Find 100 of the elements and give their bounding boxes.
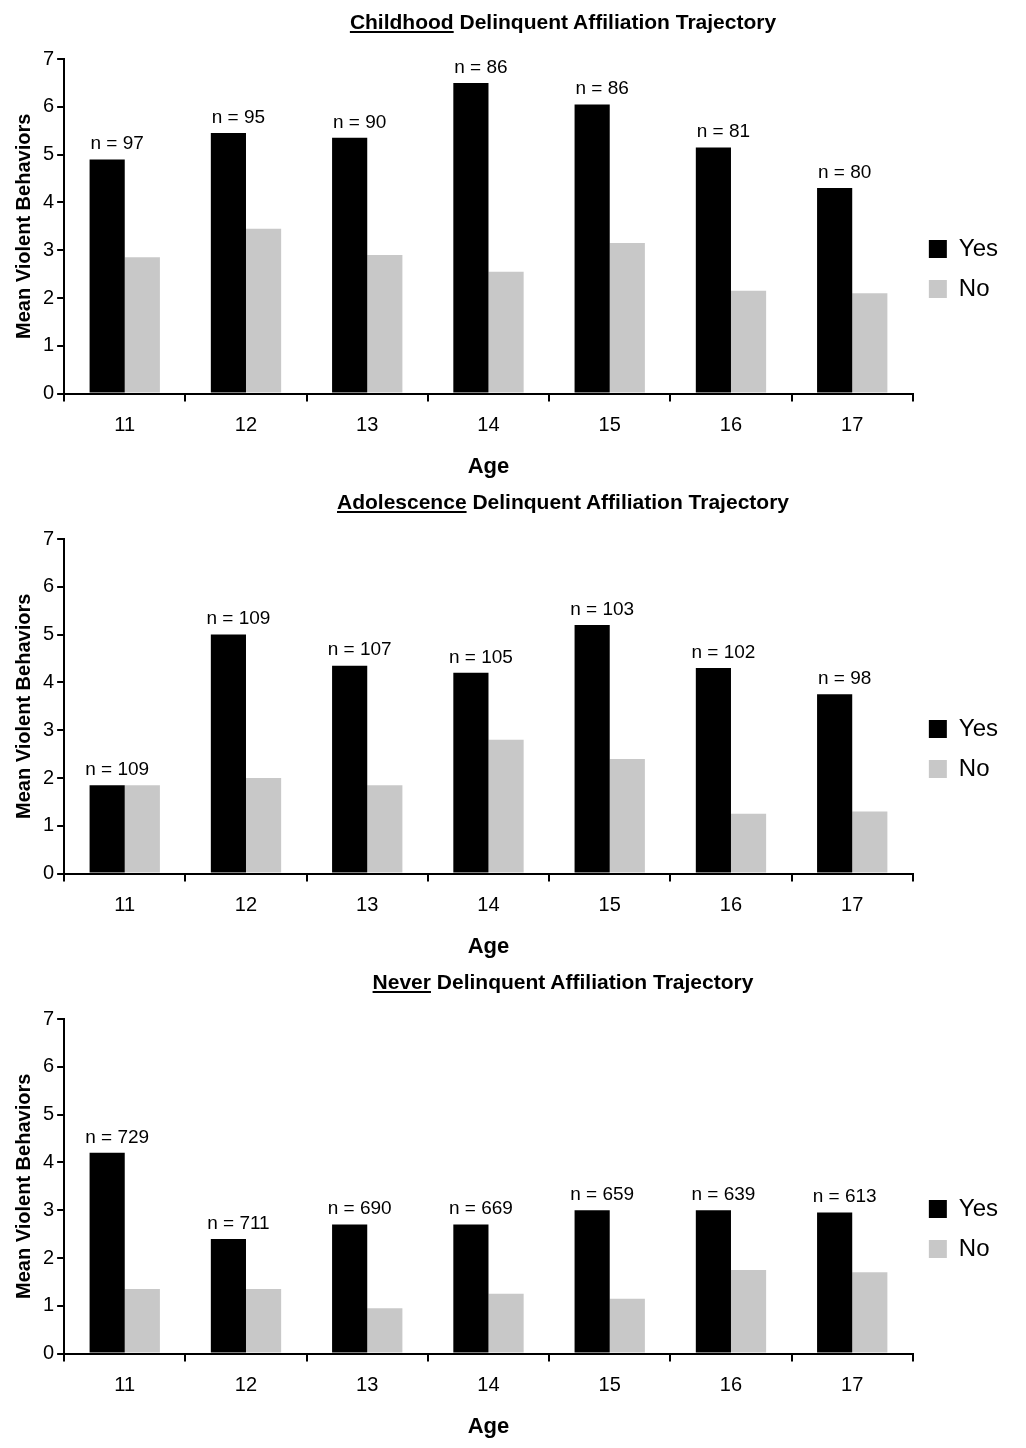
x-tick-label: 12 <box>234 893 258 916</box>
chart-title: Adolescence Delinquent Affiliation Trajectory <box>336 489 790 515</box>
y-tick-label: 5 <box>43 1102 55 1125</box>
annotation: n = 109 <box>206 607 271 629</box>
y-tick-label: 2 <box>43 1245 55 1268</box>
annotation: n = 81 <box>696 120 751 142</box>
x-tick-label: 12 <box>234 1373 258 1396</box>
y-tick-label: 1 <box>43 1293 55 1316</box>
y-tick-label: 5 <box>43 622 55 645</box>
bar <box>609 758 645 873</box>
legend-label: Yes <box>958 233 998 261</box>
y-tick-label: 2 <box>43 285 55 308</box>
x-tick-label: 15 <box>598 893 621 916</box>
y-tick-label: 6 <box>43 574 55 597</box>
annotation: n = 97 <box>90 132 144 154</box>
bar <box>852 1272 888 1353</box>
annotation: n = 98 <box>817 667 872 689</box>
bar <box>730 813 767 873</box>
annotation: n = 109 <box>85 757 150 779</box>
annotation: n = 690 <box>327 1197 392 1219</box>
y-tick-label: 6 <box>43 94 55 117</box>
bar <box>124 1289 160 1353</box>
annotation: n = 613 <box>812 1185 877 1207</box>
legend-label: Yes <box>958 1193 998 1221</box>
x-tick-label: 14 <box>477 1373 500 1396</box>
chart-title: Childhood Delinquent Affiliation Trajectory <box>348 9 778 35</box>
bar <box>609 1298 645 1353</box>
x-tick-label: 16 <box>719 413 743 436</box>
y-tick-label: 1 <box>43 333 55 356</box>
y-tick-label: 3 <box>43 717 55 740</box>
annotation: n = 86 <box>454 55 508 77</box>
y-tick-label: 0 <box>43 861 55 884</box>
bar <box>852 293 888 393</box>
y-tick-label: 7 <box>43 1006 55 1029</box>
bar <box>367 785 403 873</box>
y-tick-label: 7 <box>43 526 55 549</box>
bar <box>245 228 282 393</box>
x-tick-label: 12 <box>234 413 258 436</box>
x-tick-label: 17 <box>841 1373 864 1396</box>
x-tick-label: 14 <box>477 413 500 436</box>
bar <box>245 1289 282 1353</box>
annotation: n = 102 <box>691 640 756 662</box>
bar <box>488 271 524 393</box>
x-tick-label: 17 <box>841 413 864 436</box>
x-tick-label: 13 <box>356 413 379 436</box>
annotation: n = 105 <box>448 645 513 667</box>
y-tick-label: 4 <box>43 189 55 212</box>
annotation: n = 729 <box>85 1125 150 1147</box>
x-tick-label: 16 <box>719 893 743 916</box>
bar <box>245 778 282 873</box>
y-tick-label: 3 <box>43 237 55 260</box>
bar <box>124 257 160 393</box>
y-axis-title: Mean Violent Behaviors <box>11 593 34 819</box>
x-axis-title: Age <box>467 452 510 478</box>
bar <box>730 290 767 393</box>
x-tick-label: 15 <box>598 1373 621 1396</box>
annotation: n = 103 <box>570 597 635 619</box>
y-tick-label: 4 <box>43 669 55 692</box>
bar <box>488 739 524 873</box>
bar <box>124 785 160 873</box>
x-tick-label: 11 <box>114 893 136 916</box>
bar <box>367 1308 403 1353</box>
bar <box>609 243 645 393</box>
x-tick-label: 11 <box>114 413 136 436</box>
y-axis-title: Mean Violent Behaviors <box>11 1073 34 1299</box>
y-tick-label: 1 <box>43 813 55 836</box>
y-tick-label: 0 <box>43 1341 55 1364</box>
x-axis-title: Age <box>467 932 510 958</box>
y-tick-label: 4 <box>43 1149 55 1172</box>
x-tick-label: 15 <box>598 413 621 436</box>
annotation: n = 669 <box>448 1197 513 1219</box>
y-tick-label: 0 <box>43 381 55 404</box>
bar <box>367 254 403 393</box>
legend-label: Yes <box>958 713 998 741</box>
x-tick-label: 11 <box>114 1373 136 1396</box>
x-axis-title: Age <box>467 1412 510 1438</box>
bar <box>730 1269 767 1353</box>
annotation: n = 86 <box>575 77 629 99</box>
bar <box>488 1293 524 1353</box>
annotation: n = 711 <box>207 1211 270 1233</box>
x-tick-label: 13 <box>356 893 379 916</box>
legend-label: No <box>958 273 990 301</box>
annotation: n = 80 <box>817 160 872 182</box>
annotation: n = 639 <box>691 1182 756 1204</box>
x-tick-label: 13 <box>356 1373 379 1396</box>
annotation: n = 95 <box>211 105 266 127</box>
y-tick-label: 2 <box>43 765 55 788</box>
annotation: n = 90 <box>332 110 387 132</box>
legend-label: No <box>958 753 990 781</box>
y-axis-title: Mean Violent Behaviors <box>11 113 34 339</box>
chart-title: Never Delinquent Affiliation Trajectory <box>371 969 755 995</box>
y-tick-label: 5 <box>43 142 55 165</box>
y-tick-label: 3 <box>43 1197 55 1220</box>
annotation: n = 107 <box>327 638 392 660</box>
x-tick-label: 14 <box>477 893 500 916</box>
x-tick-label: 16 <box>719 1373 743 1396</box>
legend-label: No <box>958 1233 990 1261</box>
annotation: n = 659 <box>570 1182 635 1204</box>
bar <box>852 811 888 873</box>
y-tick-label: 7 <box>43 46 55 69</box>
